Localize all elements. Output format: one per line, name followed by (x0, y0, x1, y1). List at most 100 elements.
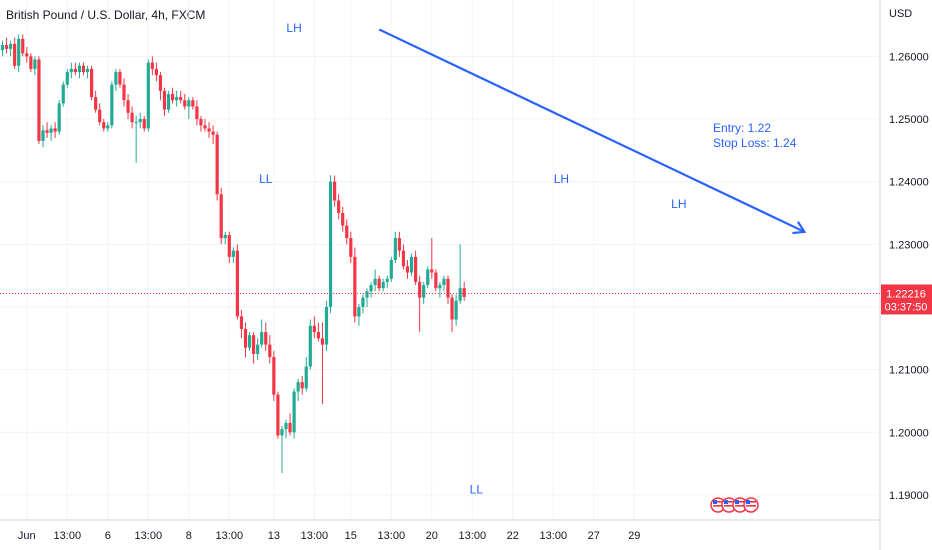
bar-countdown-timer: 03:37:50 (885, 301, 928, 313)
candle-body (13, 43, 17, 66)
candles-group (0, 34, 466, 474)
price-tick-label: 1.26000 (889, 51, 929, 63)
flag-canton (713, 500, 717, 504)
candle-body (349, 238, 353, 257)
candle-body (183, 100, 187, 107)
time-tick-label: 13:00 (135, 530, 163, 542)
candle-body (154, 68, 158, 76)
flag-canton (724, 500, 728, 504)
time-tick-label: Jun (18, 530, 36, 542)
time-tick-label: 13:00 (216, 530, 244, 542)
candle-body (312, 325, 316, 333)
candle-body (389, 260, 393, 279)
candle-body (110, 84, 114, 126)
candle-body (29, 56, 33, 69)
flag-stripe (735, 501, 745, 503)
time-tick-label: 29 (628, 530, 640, 542)
price-tick-label: 1.24000 (889, 177, 929, 189)
candle-body (324, 306, 329, 345)
flag-canton (746, 500, 750, 504)
candle-body (227, 234, 231, 257)
candle-body (280, 429, 284, 436)
lower-low-label: LL (259, 172, 273, 186)
candle-body (345, 225, 349, 239)
flag-stripe (724, 501, 734, 503)
candle-body (434, 272, 438, 289)
candle-body (462, 288, 466, 297)
candle-body (397, 238, 401, 251)
candle-body (45, 130, 49, 133)
candle-body (33, 59, 37, 69)
candle-body (393, 238, 397, 260)
candle-body (126, 100, 130, 113)
candle-body (9, 43, 13, 49)
candle-body (37, 59, 41, 141)
lower-high-label: LH (554, 172, 569, 186)
time-tick-label: 13:00 (540, 530, 568, 542)
time-tick-label: 13:00 (54, 530, 82, 542)
candle-body (57, 103, 61, 132)
candle-body (114, 72, 118, 85)
candle-body (239, 316, 244, 329)
candle-body (102, 122, 106, 129)
candle-body (175, 97, 179, 101)
candle-body (25, 53, 29, 57)
candle-body (454, 300, 458, 320)
candle-body (4, 45, 9, 49)
candle-body (85, 68, 90, 73)
candle-body (65, 72, 69, 85)
candle-body (118, 72, 122, 85)
time-tick-label: 27 (588, 530, 600, 542)
candle-body (409, 256, 414, 273)
entry-annotation: Entry: 1.22 (713, 121, 771, 135)
candle-body (231, 250, 235, 257)
chart-title: British Pound / U.S. Dollar, 4h, FXCM (6, 8, 206, 22)
candle-body (207, 128, 211, 132)
candle-body (414, 256, 418, 282)
last-price-badge (881, 284, 932, 315)
candle-body (211, 131, 215, 135)
candle-body (426, 269, 430, 286)
event-flag-icons (710, 497, 759, 513)
candle-body (288, 422, 292, 433)
trend-line-arrowhead (792, 221, 807, 235)
candle-body (256, 344, 260, 354)
candle-body (458, 288, 462, 301)
time-tick-label: 15 (345, 530, 357, 542)
candle-body (272, 357, 276, 395)
candle-body (17, 38, 21, 66)
candle-body (158, 75, 163, 91)
candle-body (130, 112, 134, 123)
flag-stripe (735, 505, 745, 507)
candle-body (373, 278, 377, 286)
candle-body (146, 62, 150, 129)
candle-body (106, 125, 110, 129)
price-tick-label: 1.20000 (889, 427, 929, 439)
candle-body (446, 278, 450, 298)
candle-body (369, 285, 373, 292)
candle-body (90, 68, 94, 98)
lower-high-label: LH (286, 21, 301, 35)
candle-body (179, 97, 183, 101)
time-tick-label: 13 (268, 530, 280, 542)
candle-body (264, 332, 268, 345)
price-tick-label: 1.19000 (889, 490, 929, 502)
candle-body (73, 68, 77, 73)
candle-body (199, 119, 203, 126)
candle-body (316, 332, 320, 339)
candle-body (328, 181, 333, 307)
candle-body (191, 100, 195, 107)
candle-body (353, 256, 357, 317)
candle-body (292, 391, 296, 433)
candle-body (122, 84, 126, 101)
time-tick-label: 20 (426, 530, 438, 542)
candle-body (422, 285, 426, 298)
flag-canton (735, 500, 739, 504)
candle-body (430, 269, 434, 273)
flag-stripe (713, 505, 723, 507)
candle-body (94, 97, 98, 110)
flag-stripe (746, 505, 756, 507)
candle-body (77, 65, 82, 73)
candle-body (450, 297, 454, 320)
